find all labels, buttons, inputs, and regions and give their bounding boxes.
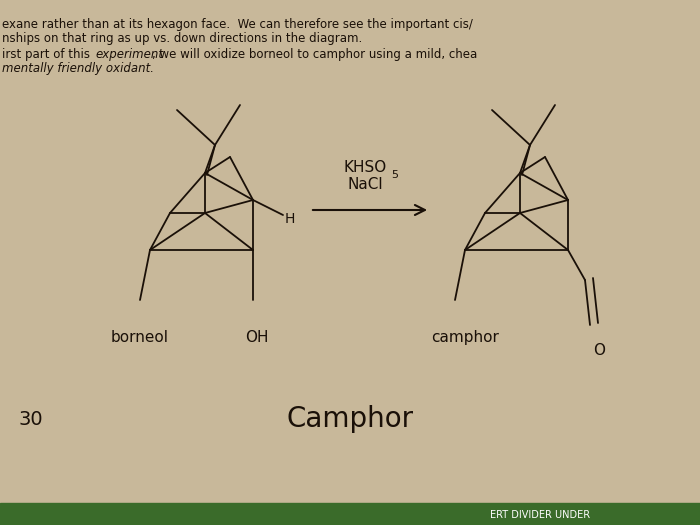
Text: 30: 30 — [18, 410, 43, 429]
Text: KHSO: KHSO — [344, 160, 386, 175]
Text: NaCl: NaCl — [347, 177, 383, 192]
Text: O: O — [593, 343, 605, 358]
Text: exane rather than at its hexagon face.  We can therefore see the important cis/: exane rather than at its hexagon face. W… — [2, 18, 473, 31]
Text: irst part of this: irst part of this — [2, 48, 94, 61]
Text: H: H — [285, 212, 295, 226]
Text: experiment: experiment — [95, 48, 163, 61]
Text: OH: OH — [245, 330, 269, 345]
Text: 5: 5 — [391, 170, 398, 180]
Text: nships on that ring as up vs. down directions in the diagram.: nships on that ring as up vs. down direc… — [2, 32, 363, 45]
Text: camphor: camphor — [431, 330, 499, 345]
Text: Camphor: Camphor — [286, 405, 414, 433]
Text: borneol: borneol — [111, 330, 169, 345]
Text: mentally friendly oxidant.: mentally friendly oxidant. — [2, 62, 154, 75]
Text: ERT DIVIDER UNDER: ERT DIVIDER UNDER — [490, 510, 590, 520]
Bar — [0, 503, 700, 525]
Text: , we will oxidize borneol to camphor using a mild, chea: , we will oxidize borneol to camphor usi… — [152, 48, 477, 61]
